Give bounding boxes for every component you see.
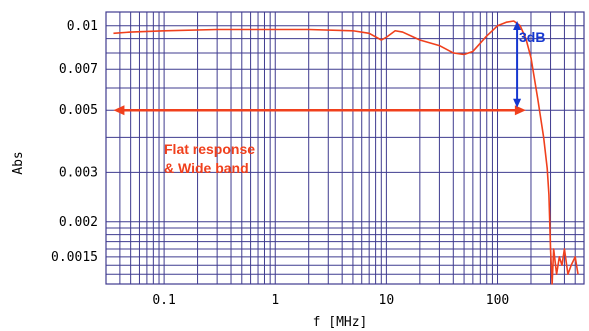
y-tick-label: 0.005 <box>59 103 98 118</box>
flat-response-arrow <box>113 105 526 116</box>
x-tick-label: 0.1 <box>152 293 175 308</box>
3db-arrow <box>513 21 522 108</box>
db-arrow-head-bottom <box>513 98 522 108</box>
y-tick-label: 0.0015 <box>51 250 98 265</box>
annotation-3db: 3dB <box>519 29 545 45</box>
y-tick-label: 0.007 <box>59 62 98 77</box>
x-axis-label: f [MHz] <box>313 315 368 330</box>
annotation-flat-response: Flat response <box>164 141 255 157</box>
x-tick-labels: 0.1 1 10 100 <box>152 293 509 308</box>
y-axis-label: Abs <box>11 151 26 174</box>
y-tick-labels: 0.01 0.007 0.005 0.003 0.002 0.0015 <box>51 19 98 265</box>
y-tick-label: 0.003 <box>59 165 98 180</box>
x-tick-label: 1 <box>271 293 279 308</box>
flat-arrow-head-right <box>514 105 526 116</box>
plot-frame <box>105 11 585 285</box>
annotation-wide-band: & Wide band <box>164 160 249 176</box>
curve-layer <box>113 20 579 285</box>
grid <box>105 11 585 285</box>
flat-arrow-head-left <box>113 105 125 116</box>
response-curve <box>113 20 579 285</box>
db-arrow-head-top <box>513 21 522 31</box>
x-tick-label: 100 <box>486 293 509 308</box>
y-tick-label: 0.01 <box>67 19 98 34</box>
y-tick-label: 0.002 <box>59 215 98 230</box>
x-tick-label: 10 <box>379 293 395 308</box>
